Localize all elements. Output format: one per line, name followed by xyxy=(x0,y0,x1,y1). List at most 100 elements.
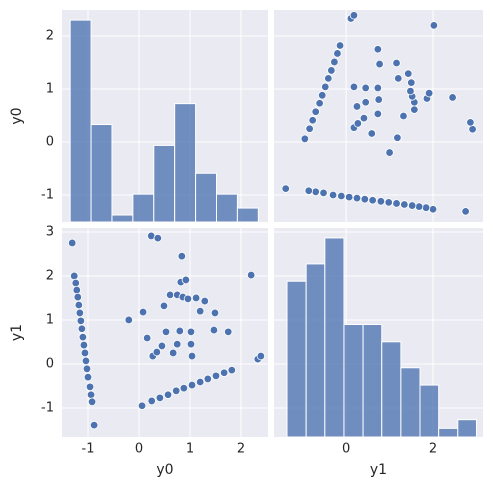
y-axis-label: y1 xyxy=(9,324,25,341)
scatter-point xyxy=(373,83,383,93)
y-tick-label: 1 xyxy=(46,81,54,96)
scatter-point xyxy=(179,383,189,393)
scatter-point xyxy=(75,308,85,318)
scatter-point xyxy=(352,193,362,203)
scatter-point xyxy=(124,315,133,325)
histogram-bar xyxy=(195,172,217,223)
y-tick-label: 3 xyxy=(46,224,54,239)
scatter-point xyxy=(89,420,99,430)
x-tick-label: 0 xyxy=(342,442,350,457)
scatter-point xyxy=(374,95,383,104)
scatter-point xyxy=(330,57,339,67)
scatter-point xyxy=(315,99,324,108)
histogram-bar xyxy=(286,280,307,438)
scatter-point xyxy=(177,251,187,261)
panel: -1 0 1 2 -1 0 1 2 3 y0 y1 xyxy=(9,224,268,478)
histogram-bar xyxy=(111,214,134,223)
scatter-point xyxy=(361,98,370,107)
scatter-point xyxy=(81,356,91,366)
scatter-point xyxy=(74,300,84,310)
scatter-point xyxy=(376,197,386,206)
scatter-point xyxy=(308,116,317,125)
histogram-bar xyxy=(216,193,238,223)
histogram-bar xyxy=(419,384,440,438)
y-tick-label: -1 xyxy=(41,187,54,202)
histogram-bar xyxy=(236,207,259,223)
y-tick-label: 0 xyxy=(46,134,54,149)
scatter-point xyxy=(142,333,152,343)
scatter-point xyxy=(227,365,236,375)
scatter-point xyxy=(157,341,167,351)
scatter-point xyxy=(359,113,369,123)
histogram-bar xyxy=(457,419,477,438)
scatter-point xyxy=(385,148,394,157)
scatter-point xyxy=(421,203,431,212)
histogram-bar xyxy=(132,193,155,223)
scatter-point xyxy=(414,202,424,211)
scatter-point xyxy=(367,129,376,138)
scatter-point xyxy=(183,294,193,304)
scatter-point xyxy=(71,278,80,288)
scatter-point xyxy=(407,78,416,87)
scatter-point xyxy=(318,91,327,100)
x-tick-label: 2 xyxy=(237,442,245,457)
scatter-point xyxy=(224,327,233,337)
scatter-point xyxy=(461,207,470,216)
scatter-point xyxy=(373,109,383,119)
scatter-point xyxy=(172,386,181,395)
scatter-point xyxy=(67,238,77,248)
scatter-point xyxy=(77,324,87,333)
histogram-bar xyxy=(438,427,459,438)
scatter-point xyxy=(368,196,377,205)
scatter-point xyxy=(424,89,434,98)
scatter-point xyxy=(186,327,196,337)
y-tick-label: -1 xyxy=(41,400,54,415)
scatter-point xyxy=(468,125,477,134)
scatter-point xyxy=(429,21,439,30)
scatter-point xyxy=(83,372,93,382)
scatter-point xyxy=(168,348,178,358)
histogram-bar xyxy=(362,323,383,438)
x-tick-label: -1 xyxy=(82,442,95,457)
x-axis-label: y1 xyxy=(370,462,387,478)
scatter-point xyxy=(360,195,370,204)
x-tick-label: 2 xyxy=(429,442,437,457)
scatter-point xyxy=(392,58,401,68)
scatter-point xyxy=(155,393,165,403)
scatter-point xyxy=(76,316,86,326)
scatter-point xyxy=(195,306,205,316)
scatter-point xyxy=(219,368,229,377)
scatter-point xyxy=(173,339,182,349)
scatter-point xyxy=(466,118,475,127)
scatter-point xyxy=(163,390,173,399)
scatter-point xyxy=(195,377,205,387)
scatter-point xyxy=(203,374,213,384)
scatter-point xyxy=(305,124,314,133)
scatter-point xyxy=(373,45,383,54)
scatter-point xyxy=(353,119,363,128)
scatter-point xyxy=(399,111,408,121)
scatter-point xyxy=(161,327,171,337)
scatter-point xyxy=(256,351,266,361)
histogram-bar xyxy=(69,19,92,223)
scatter-point xyxy=(159,301,169,311)
scatter-point xyxy=(428,205,438,214)
scatter-point xyxy=(392,199,401,208)
scatter-point xyxy=(407,201,417,210)
scatter-point xyxy=(327,66,336,75)
scatter-point xyxy=(78,332,88,342)
scatter-point xyxy=(352,102,362,111)
y-tick-label: 1 xyxy=(46,312,54,327)
scatter-point xyxy=(384,198,393,207)
scatter-point xyxy=(80,348,90,358)
scatter-point xyxy=(86,390,96,399)
x-tick-label: 0 xyxy=(135,442,143,457)
histogram-bar xyxy=(324,237,345,438)
scatter-point xyxy=(344,192,354,202)
histogram-bar xyxy=(343,323,364,438)
scatter-point xyxy=(328,190,338,200)
scatter-point xyxy=(211,371,221,381)
scatter-point xyxy=(393,133,402,142)
scatter-point xyxy=(175,326,184,336)
histogram-bar xyxy=(305,263,326,438)
